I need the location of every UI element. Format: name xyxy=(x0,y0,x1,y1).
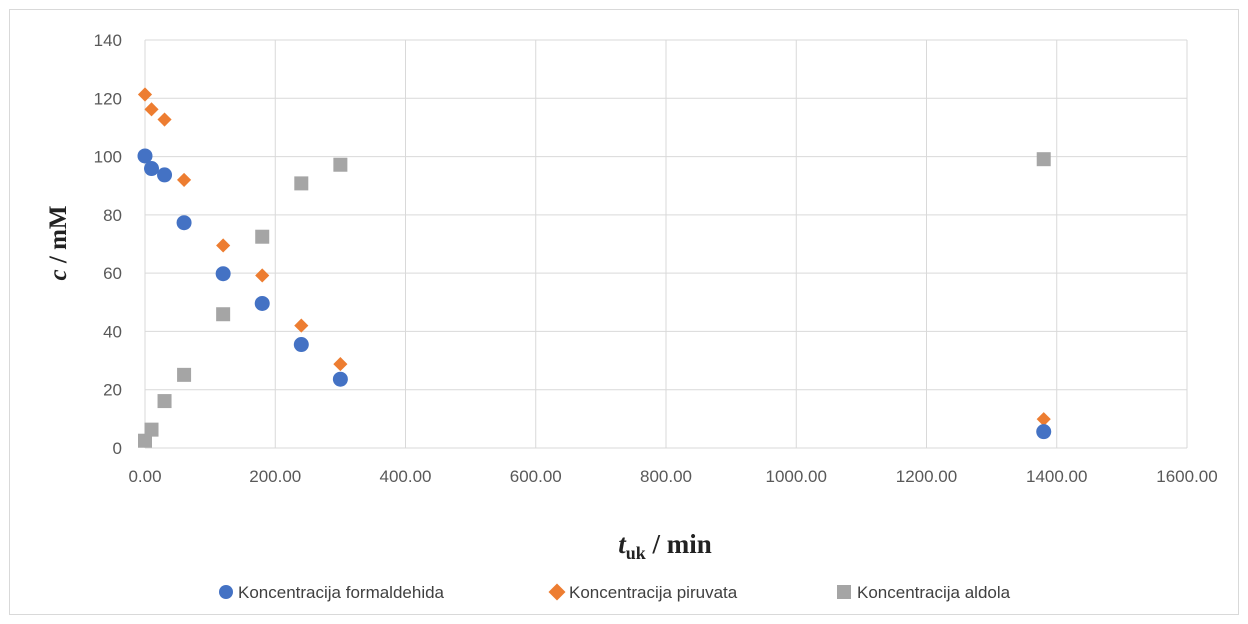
piruvata-point xyxy=(137,87,153,102)
aldola-point xyxy=(216,307,231,322)
y-tick-label: 120 xyxy=(94,89,122,108)
legend: Koncentracija formaldehida Koncentracija… xyxy=(219,583,1011,602)
x-axis-title-rest: / min xyxy=(646,529,712,559)
x-tick-label: 200.00 xyxy=(249,467,301,486)
x-axis-title-main: t xyxy=(618,529,627,559)
formaldehida-point xyxy=(215,266,231,282)
formaldehida-point xyxy=(176,215,192,231)
formaldehida-point xyxy=(144,161,160,177)
x-tick-label: 1400.00 xyxy=(1026,467,1087,486)
piruvata-point xyxy=(144,102,159,117)
formaldehida-point xyxy=(157,167,173,183)
y-tick-label: 40 xyxy=(103,322,122,341)
aldola-point xyxy=(144,422,159,437)
aldola-point xyxy=(157,394,172,409)
aldola-point xyxy=(294,176,309,191)
y-axis-title: c / mM xyxy=(45,206,72,281)
y-tick-label: 20 xyxy=(103,381,122,400)
aldola-point xyxy=(333,157,348,172)
y-tick-label: 100 xyxy=(94,148,122,167)
legend-item-aldola: Koncentracija aldola xyxy=(837,583,1011,602)
y-axis-title-rest: / mM xyxy=(45,206,72,270)
formaldehida-point xyxy=(1036,424,1052,440)
grid-lines xyxy=(144,39,1188,449)
aldola-point xyxy=(177,367,192,382)
data-points xyxy=(137,87,1052,448)
x-tick-label: 600.00 xyxy=(510,467,562,486)
formaldehida-point xyxy=(332,371,348,387)
aldola-point xyxy=(138,433,152,448)
x-tick-labels: 0.00 200.00 400.00 600.00 800.00 1000.00 1200.… xyxy=(128,467,1217,486)
piruvata-point xyxy=(294,318,309,333)
legend-label-aldola: Koncentracija aldola xyxy=(857,583,1011,602)
legend-item-piruvata: Koncentracija piruvata xyxy=(548,583,738,602)
legend-label-piruvata: Koncentracija piruvata xyxy=(569,583,738,602)
y-axis-title-main: c xyxy=(45,269,72,280)
legend-square-icon xyxy=(837,585,851,599)
y-tick-labels: 0 20 40 60 80 100 120 140 xyxy=(94,31,122,458)
y-tick-label: 140 xyxy=(94,31,122,50)
piruvata-point xyxy=(216,238,231,253)
x-tick-label: 400.00 xyxy=(380,467,432,486)
piruvata-point xyxy=(255,268,270,283)
legend-diamond-icon xyxy=(548,583,566,601)
piruvata-point xyxy=(333,356,348,372)
formaldehida-point xyxy=(254,295,270,311)
x-tick-label: 1000.00 xyxy=(766,467,827,486)
x-tick-label: 0.00 xyxy=(128,467,161,486)
formaldehida-point xyxy=(293,337,309,353)
x-tick-label: 800.00 xyxy=(640,467,692,486)
aldola-point xyxy=(1036,152,1051,167)
aldola-point xyxy=(255,229,270,244)
y-tick-label: 60 xyxy=(103,264,122,283)
legend-circle-icon xyxy=(219,585,233,599)
legend-label-formaldehida: Koncentracija formaldehida xyxy=(238,583,445,602)
x-tick-label: 1600.00 xyxy=(1156,467,1217,486)
x-axis-title: tuk / min xyxy=(618,529,712,563)
piruvata-point xyxy=(157,112,172,127)
y-tick-label: 0 xyxy=(113,439,122,458)
chart-frame xyxy=(9,9,1239,615)
piruvata-point xyxy=(177,172,192,187)
formaldehida-point xyxy=(137,148,153,164)
piruvata-point xyxy=(1036,412,1051,427)
x-axis-title-sub: uk xyxy=(626,543,646,563)
y-tick-label: 80 xyxy=(103,206,122,225)
legend-item-formaldehida: Koncentracija formaldehida xyxy=(219,583,445,602)
x-tick-label: 1200.00 xyxy=(896,467,957,486)
